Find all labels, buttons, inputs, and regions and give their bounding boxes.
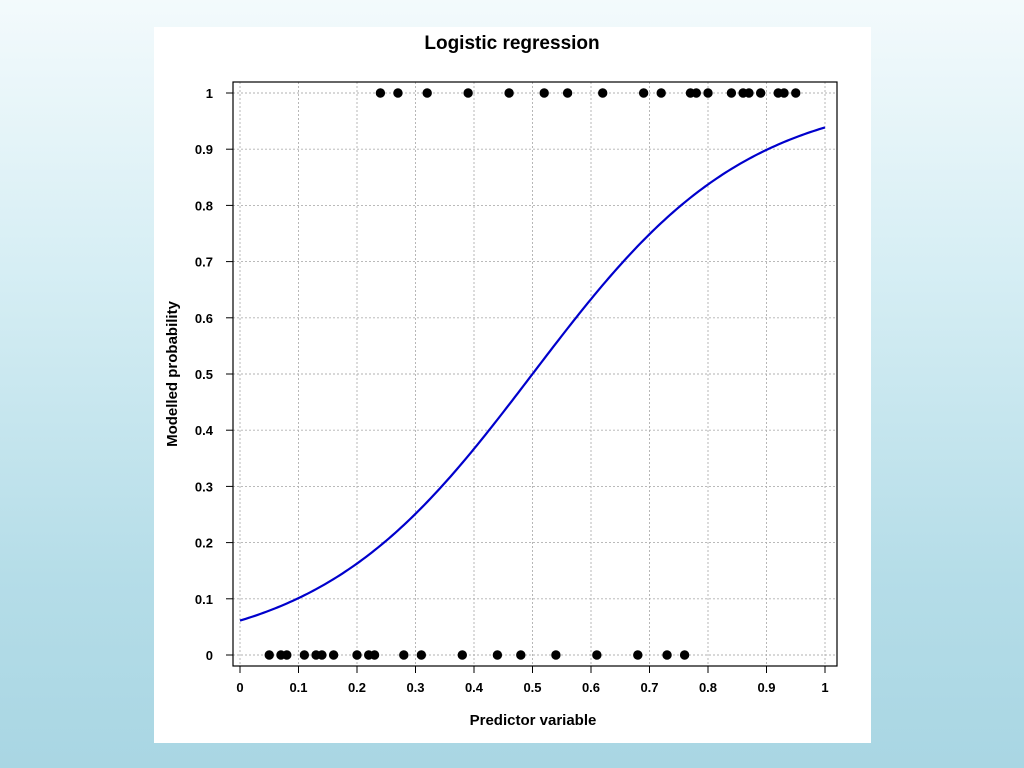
point-y1-11 xyxy=(691,88,701,98)
x-axis: 0 0.1 0.2 0.3 0.4 0.5 0.6 0.7 0.8 0.9 1 xyxy=(236,666,829,695)
x-axis-title: Predictor variable xyxy=(470,712,597,729)
y-tick-label-2: 0.2 xyxy=(195,536,213,551)
x-tick-label-0: 0 xyxy=(236,680,243,695)
chart-card: Logistic regression 0 0.1 0.2 0.3 0.4 0.5 0.6 0… xyxy=(154,27,871,743)
point-y0-14 xyxy=(516,650,526,660)
point-y0-5 xyxy=(317,650,327,660)
point-y0-6 xyxy=(328,650,339,660)
point-y0-7 xyxy=(352,650,362,660)
x-tick-label-5: 0.5 xyxy=(523,680,541,695)
x-tick-label-2: 0.2 xyxy=(348,680,366,695)
x-tick-label-10: 1 xyxy=(821,680,828,695)
point-y0-10 xyxy=(399,650,409,660)
data-points xyxy=(264,88,801,660)
x-tick-label-8: 0.8 xyxy=(699,680,717,695)
point-y0-9 xyxy=(369,650,380,660)
point-y1-3 xyxy=(463,88,473,98)
point-y0-17 xyxy=(633,650,643,660)
point-y1-13 xyxy=(726,88,737,98)
x-tick-label-6: 0.6 xyxy=(582,680,600,695)
point-y0-11 xyxy=(416,650,427,660)
point-y0-16 xyxy=(592,650,602,660)
x-tick-label-9: 0.9 xyxy=(757,680,775,695)
point-y1-0 xyxy=(375,88,386,98)
point-y1-6 xyxy=(562,88,573,98)
point-y1-12 xyxy=(703,88,713,98)
point-y1-19 xyxy=(791,88,801,98)
x-tick-label-7: 0.7 xyxy=(640,680,658,695)
y-axis: 0 0.1 0.2 0.3 0.4 0.5 0.6 0.7 0.8 0.9 1 xyxy=(195,86,233,663)
point-y0-12 xyxy=(457,650,467,660)
point-y1-1 xyxy=(393,88,403,98)
point-y1-4 xyxy=(504,88,514,98)
x-tick-label-4: 0.4 xyxy=(465,680,484,695)
y-tick-label-6: 0.6 xyxy=(195,311,213,326)
point-y0-18 xyxy=(662,650,672,660)
x-tick-label-3: 0.3 xyxy=(406,680,424,695)
y-tick-label-4: 0.4 xyxy=(195,423,214,438)
point-y1-18 xyxy=(779,88,789,98)
point-y1-5 xyxy=(539,88,549,98)
fitted-curve xyxy=(239,126,826,622)
point-y0-13 xyxy=(492,650,503,660)
y-tick-label-7: 0.7 xyxy=(195,255,213,270)
point-y0-15 xyxy=(551,650,561,660)
y-tick-label-5: 0.5 xyxy=(195,367,213,382)
point-y1-8 xyxy=(638,88,649,98)
point-y1-7 xyxy=(598,88,608,98)
logistic-regression-chart: Logistic regression 0 0.1 0.2 0.3 0.4 0.5 0.6 0… xyxy=(164,33,838,729)
y-tick-label-10: 1 xyxy=(206,86,213,101)
y-tick-label-1: 0.1 xyxy=(195,592,213,607)
point-y1-16 xyxy=(755,88,766,98)
y-tick-label-0: 0 xyxy=(206,648,213,663)
y-tick-label-8: 0.8 xyxy=(195,198,213,213)
y-tick-label-9: 0.9 xyxy=(195,142,213,157)
x-tick-label-1: 0.1 xyxy=(289,680,307,695)
point-y0-19 xyxy=(679,650,690,660)
grid-lines xyxy=(233,82,837,666)
point-y1-9 xyxy=(656,88,666,98)
chart-title: Logistic regression xyxy=(424,33,599,54)
y-axis-title: Modelled probability xyxy=(164,300,181,446)
y-tick-label-3: 0.3 xyxy=(195,479,213,494)
point-y0-3 xyxy=(299,650,310,660)
point-y1-15 xyxy=(744,88,754,98)
point-y0-0 xyxy=(264,650,274,660)
point-y0-2 xyxy=(282,650,292,660)
point-y1-2 xyxy=(422,88,432,98)
